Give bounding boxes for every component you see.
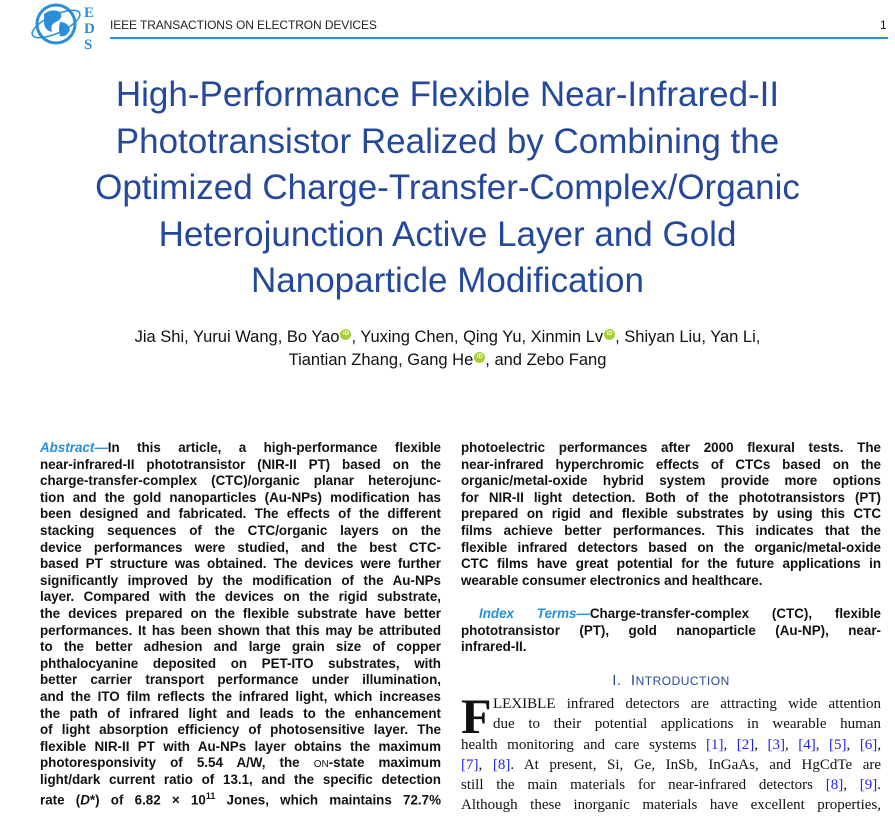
abstract-line: tion and the gold nanoparticles (Au-NPs)…	[40, 489, 441, 505]
svg-text:E: E	[84, 5, 94, 21]
abstract-line: flexible NIR-II PT with Au-NPs layer obt…	[40, 738, 441, 754]
abstract-line: photoelectric performances after 2000 fl…	[461, 440, 881, 455]
abstract-line: photoresponsivity of 5.54 A/W, the ON-st…	[40, 755, 441, 771]
citation-link[interactable]: [5]	[829, 736, 847, 753]
abstract-right-column: photoelectric performances after 2000 fl…	[461, 440, 881, 656]
paper-title: High-Performance Flexible Near-Infrared-…	[0, 72, 895, 305]
abstract-line: the path of infrared light and leads to …	[40, 705, 441, 721]
abstract-line: charge-transfer-complex (CTC)/organic pl…	[40, 473, 441, 489]
author-names: , Yuxing Chen, Qing Yu, Xinmin Lv	[351, 328, 604, 346]
abstract-line: the devices prepared on the flexible sub…	[40, 605, 441, 621]
abstract-label: Abstract—	[40, 440, 108, 455]
abstract-line: better carrier transport performance und…	[40, 672, 441, 688]
drop-cap: F	[461, 688, 492, 744]
section-heading: I. INTRODUCTION	[461, 672, 881, 689]
author-line-2: Tiantian Zhang, Gang He iD, and Zebo Fang	[0, 349, 895, 372]
citation-link[interactable]: [6]	[859, 736, 878, 753]
title-line: Heterojunction Active Layer and Gold	[158, 214, 737, 254]
title-line: High-Performance Flexible Near-Infrared-…	[115, 75, 780, 114]
abstract-line: light/dark current ratio of 13.1, and th…	[40, 771, 441, 787]
introduction-body: F LEXIBLE infrared detectors are attract…	[461, 688, 882, 816]
citation-link[interactable]: [1]	[705, 736, 724, 753]
abstract-line: films achieve better performances. This …	[461, 522, 881, 538]
intro-line: health monitoring and care systems [1], …	[461, 736, 882, 753]
index-terms-line: Index Terms—Charge-transfer-complex (CTC…	[479, 605, 881, 621]
abstract-line: significantly improved by the modificati…	[40, 572, 441, 588]
intro-line: [7], [8]. At present, Si, Ge, InSb, InGa…	[461, 756, 882, 773]
abstract-left-column: Abstract—In this article, a high-perform…	[40, 440, 441, 808]
citation-link[interactable]: [7]	[461, 756, 479, 773]
intro-line: still the main materials for near-infrar…	[461, 777, 882, 794]
eds-logo-icon: E D S	[31, 3, 95, 50]
abstract-line: based PT structure was obtained. The dev…	[40, 556, 441, 572]
intro-line: LEXIBLE infrared detectors are attractin…	[493, 696, 881, 712]
section-number: I.	[612, 672, 622, 689]
author-list: Jia Shi, Yurui Wang, Bo Yao iD, Yuxing Ch…	[0, 326, 895, 372]
abstract-line: device performances were studied, and th…	[40, 539, 441, 555]
citation-link[interactable]: [3]	[767, 736, 786, 753]
orcid-icon[interactable]: iD	[474, 352, 486, 363]
author-names: Tiantian Zhang, Gang He	[288, 351, 474, 369]
citation-link[interactable]: [9]	[859, 777, 878, 794]
abstract-line: CTC films have great potential for the f…	[461, 556, 881, 572]
journal-header: IEEE TRANSACTIONS ON ELECTRON DEVICES	[110, 18, 377, 32]
citation-link[interactable]: [8]	[492, 756, 511, 773]
abstract-line: near-infrared hyperchromic effects of CT…	[461, 456, 881, 472]
abstract-line: to the better adhesion and large grain s…	[40, 639, 441, 655]
abstract-line: wearable consumer electronics and health…	[461, 572, 763, 588]
author-line-1: Jia Shi, Yurui Wang, Bo Yao iD, Yuxing Ch…	[0, 326, 895, 349]
index-terms-line: infrared-II.	[461, 639, 527, 655]
abstract-line: organic/metal-oxide hybrid system provid…	[461, 473, 881, 489]
citation-link[interactable]: [2]	[736, 736, 755, 753]
author-names: Jia Shi, Yurui Wang, Bo Yao	[134, 328, 340, 346]
orcid-icon[interactable]: iD	[604, 329, 616, 340]
header-rule	[110, 37, 888, 39]
index-terms-line: phototransistor (PT), gold nanoparticle …	[461, 622, 881, 638]
abstract-line: flexible infrared detectors based on the…	[461, 539, 881, 555]
abstract-line: and the ITO film reflects the infrared l…	[40, 688, 441, 704]
abstract-line: Abstract—In this article, a high-perform…	[40, 440, 441, 455]
abstract-line: layer. Compared with the devices on the …	[40, 589, 441, 605]
abstract-line: been designed and fabricated. The effect…	[40, 506, 441, 522]
section-title: INTRODUCTION	[630, 672, 730, 689]
title-line: Nanoparticle Modification	[251, 261, 644, 300]
title-line: Phototransistor Realized by Combining th…	[115, 121, 780, 161]
intro-line: Although these inorganic materials have …	[461, 797, 881, 814]
intro-line: due to their potential applications in w…	[493, 716, 881, 733]
abstract-line: for NIR-II light detection. Both of the …	[461, 489, 881, 505]
abstract-line: near-infrared-II phototransistor (NIR-II…	[40, 456, 441, 472]
svg-text:D: D	[84, 21, 95, 37]
author-names: , Shiyan Liu, Yan Li,	[615, 328, 761, 346]
abstract-line: phthalocyanine deposited on PET-ITO subs…	[40, 655, 441, 671]
citation-link[interactable]: [8]	[825, 777, 844, 794]
page-number: 1	[880, 18, 887, 32]
index-terms-label: Index Terms—	[479, 605, 590, 621]
svg-text:S: S	[84, 37, 92, 50]
abstract-line: performances. It has been shown that thi…	[40, 622, 441, 638]
title-line: Optimized Charge-Transfer-Complex/Organi…	[95, 168, 800, 207]
abstract-line: prepared on rigid and flexible substrate…	[461, 506, 881, 522]
abstract-line: rate (D*) of 6.82 × 1011 Jones, which ma…	[40, 791, 441, 808]
orcid-icon[interactable]: iD	[340, 329, 352, 340]
abstract-line: of light absorption efficiency of photos…	[40, 722, 441, 738]
author-names: , and Zebo Fang	[485, 351, 607, 369]
citation-link[interactable]: [4]	[798, 736, 816, 753]
abstract-line: stacking sequences of the CTC/organic la…	[40, 522, 441, 538]
